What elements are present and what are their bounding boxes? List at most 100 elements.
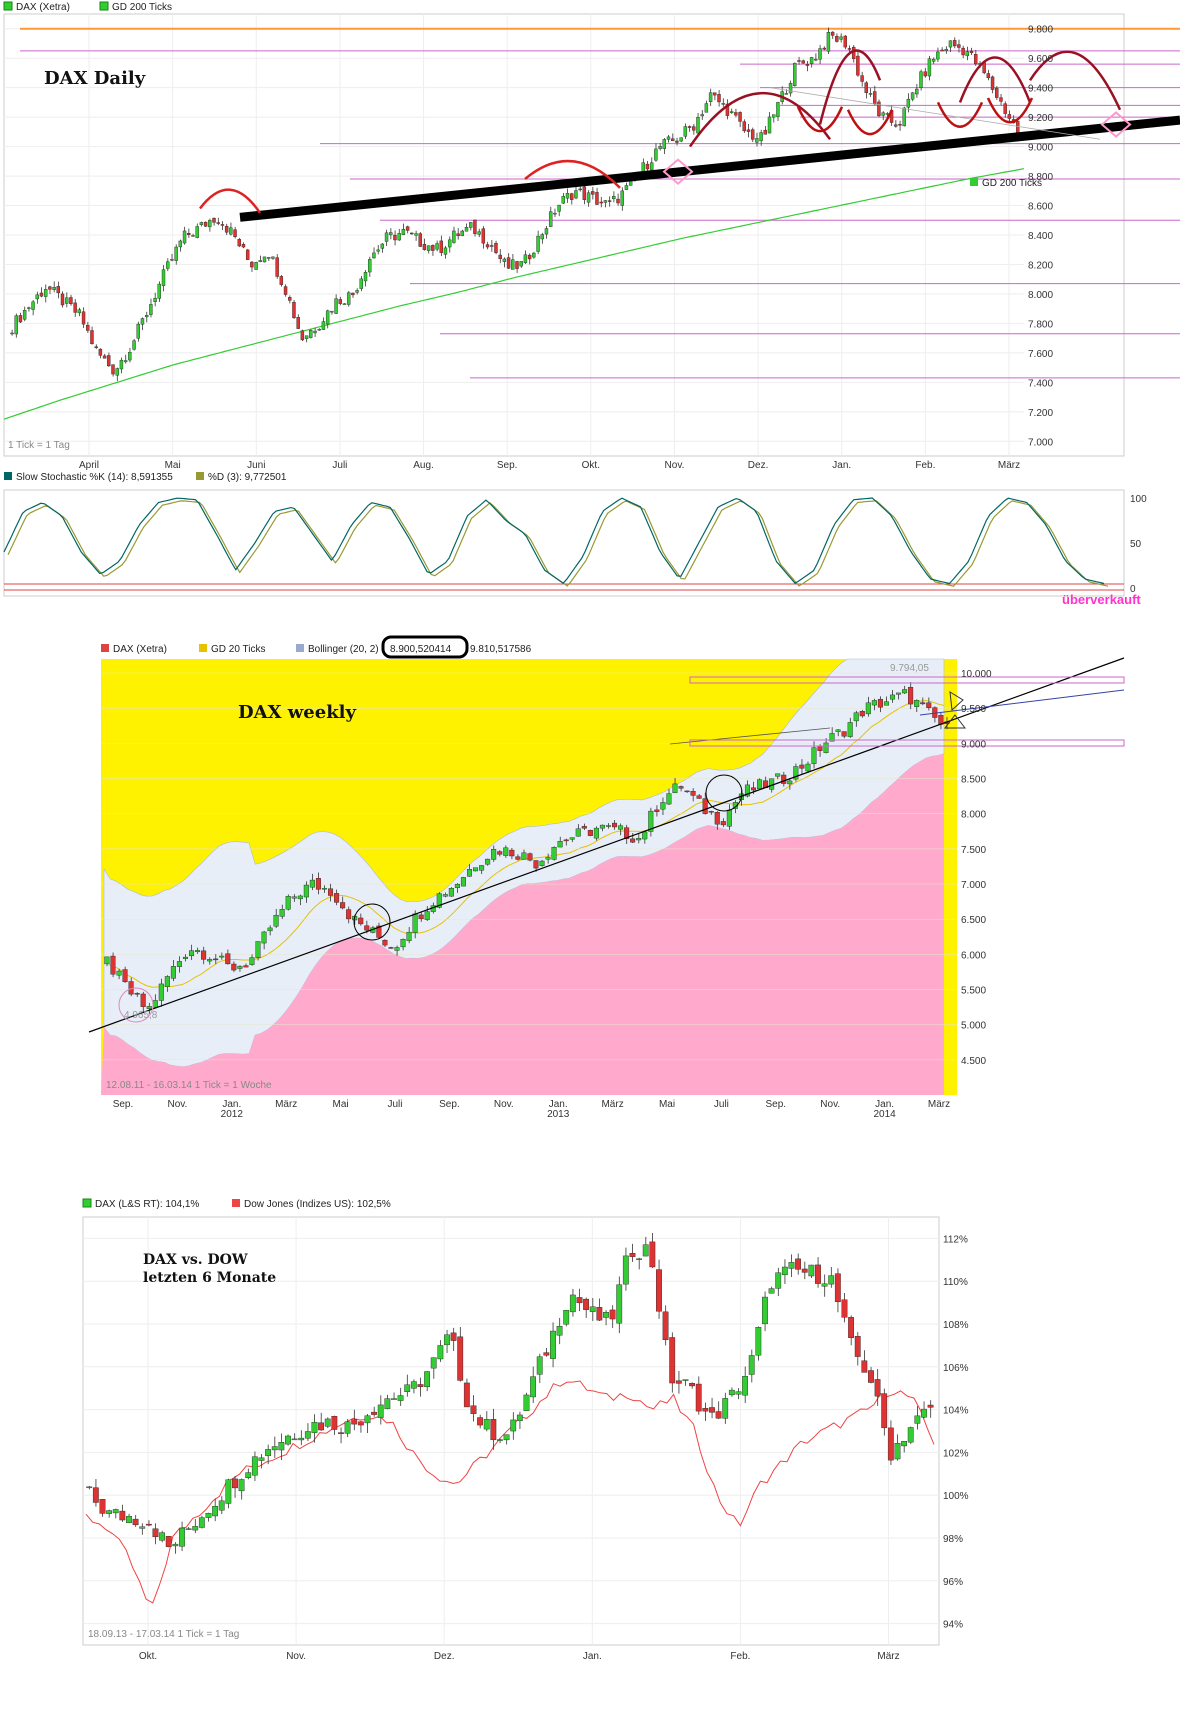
daily-x-tick: Mai [165,460,181,471]
daily-candle [359,278,363,289]
daily-candle [317,328,321,331]
weekly-y-tick: 5.000 [961,1021,986,1032]
comparison-candle [351,1419,358,1425]
daily-candle [363,271,368,282]
daily-candle [851,46,856,60]
weekly-candle [285,896,291,910]
dax-daily-chart: 9.800 9.600 9.400 9.200 9.000 8.800 8.600 8.400… [3,1,1180,471]
daily-candle [822,47,826,50]
comparison-candle [808,1264,815,1277]
weekly-footnote: 12.08.11 - 16.03.14 1 Tick = 1 Woche [106,1080,272,1091]
legend-dax: DAX (Xetra) [16,2,70,13]
comparison-candle [251,1456,258,1476]
daily-candle [708,92,713,102]
weekly-x-tick: Nov. [494,1099,514,1110]
daily-footnote: 1 Tick = 1 Tag [8,440,70,451]
daily-candle [452,230,456,243]
weekly-x-tick: Sep. [766,1099,787,1110]
daily-candle [662,139,667,149]
daily-candle [161,269,166,286]
weekly-candle [787,780,793,785]
weekly-y-tick: 7.500 [961,845,986,856]
daily-candle [31,301,35,310]
daily-candle [902,107,906,127]
comparison-candle [86,1486,93,1489]
comparison-candle [874,1379,881,1397]
daily-x-tick: März [998,460,1020,471]
comparison-lines [85,1232,935,1604]
daily-candle [321,321,326,330]
daily-candle [523,254,528,263]
daily-candle [56,286,61,294]
daily-candle [372,252,376,259]
daily-candle [948,40,953,48]
daily-candle [334,298,338,314]
weekly-candle [533,860,539,869]
comparison-candle [165,1536,172,1547]
daily-candle [814,58,818,61]
daily-candle [393,234,397,241]
stochastic-chart: 100 50 0 Slow Stochastic %K (14): 8,591355… [3,472,1147,607]
comparison-x-tick: Nov. [286,1651,306,1662]
weekly-candle [315,878,321,890]
legend-swatch-dax [3,1,13,11]
weekly-candle [364,925,370,931]
weekly-candle [140,993,146,1007]
weekly-candle [491,849,497,860]
daily-candle [582,186,587,200]
weekly-candle [744,784,750,797]
weekly-x-tick: Mai [659,1099,675,1110]
daily-candle [565,193,570,199]
comparison-candle [901,1441,908,1447]
comparison-candle [682,1379,689,1381]
daily-candle [607,200,612,202]
daily-y-tick: 9.400 [1028,84,1053,95]
weekly-candle [340,902,346,909]
daily-candle [839,36,843,40]
daily-y-tick: 7.200 [1028,408,1053,419]
daily-candle [439,240,443,253]
comparison-candle [669,1337,676,1384]
comparison-candle [152,1528,159,1538]
daily-candle [940,49,944,52]
comparison-candle [126,1516,132,1524]
weekly-candle [388,947,394,949]
weekly-candle [636,837,642,841]
daily-candle [115,368,119,376]
legend-swatch-gd20 [199,644,207,652]
weekly-candle [110,955,116,975]
comparison-candle [437,1345,444,1360]
daily-candle [704,103,709,113]
comparison-candle [589,1306,596,1312]
comparison-candle [894,1442,901,1460]
comparison-candle [523,1394,530,1411]
comparison-candle [377,1404,384,1418]
comparison-candle [172,1543,179,1547]
daily-candle [502,258,507,262]
comparison-candle [106,1510,113,1514]
comparison-candle [338,1432,344,1434]
daily-candle [422,243,427,250]
pattern-arc [688,91,832,148]
comparison-candle [391,1398,397,1400]
weekly-candle [618,825,624,830]
legend-swatch-dow [232,1199,240,1207]
daily-x-tick: Juni [247,460,265,471]
comparison-candle [596,1307,603,1321]
weekly-x-tick-year: 2013 [547,1109,570,1120]
daily-y-tick: 9.800 [1028,25,1053,36]
daily-candle [696,117,700,134]
comparison-candle [536,1356,543,1375]
weekly-candle [835,729,841,732]
weekly-candle [769,778,775,790]
weekly-y-tick: 6.000 [961,950,986,961]
daily-candle [927,58,932,77]
weekly-annotations: 9.794,05 4.965,8 [88,657,1125,1033]
daily-candle [965,51,970,57]
pattern-arc [524,159,621,189]
comparison-y-tick: 100% [943,1491,969,1502]
weekly-x-tick: Nov. [820,1099,840,1110]
weekly-candle [225,953,231,965]
weekly-candle [466,869,473,877]
daily-candle [128,351,132,361]
